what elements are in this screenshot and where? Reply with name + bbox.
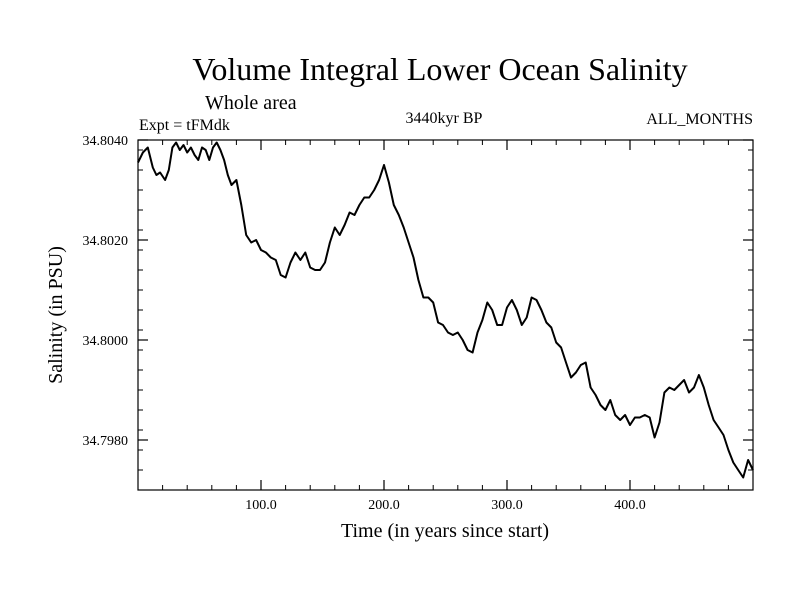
- x-tick-label: 200.0: [368, 498, 400, 513]
- y-tick-label: 34.8020: [83, 234, 129, 249]
- x-major-ticks: [260, 140, 631, 490]
- months-label: ALL_MONTHS: [646, 111, 753, 128]
- y-tick-label: 34.8040: [83, 134, 129, 149]
- x-axis-label: Time (in years since start): [341, 520, 549, 542]
- x-tick-label: 400.0: [614, 498, 646, 513]
- period-label: 3440kyr BP: [406, 110, 483, 127]
- x-tick-label: 300.0: [491, 498, 523, 513]
- salinity-series-line: [137, 141, 754, 479]
- y-axis-label: Salinity (in PSU): [45, 246, 67, 384]
- y-minor-ticks: [138, 149, 753, 471]
- x-tick-labels: 100.0 200.0 300.0 400.0: [245, 498, 646, 513]
- y-tick-label: 34.8000: [83, 334, 129, 349]
- y-tick-labels: 34.7980 34.8000 34.8020 34.8040: [83, 134, 129, 449]
- plot-frame: [137, 139, 754, 491]
- chart-title: Volume Integral Lower Ocean Salinity: [192, 51, 687, 87]
- x-minor-ticks: [162, 140, 729, 490]
- y-tick-label: 34.7980: [83, 434, 129, 449]
- experiment-label: Expt = tFMdk: [139, 117, 230, 134]
- chart-subtitle: Whole area: [205, 92, 297, 114]
- x-tick-label: 100.0: [245, 498, 277, 513]
